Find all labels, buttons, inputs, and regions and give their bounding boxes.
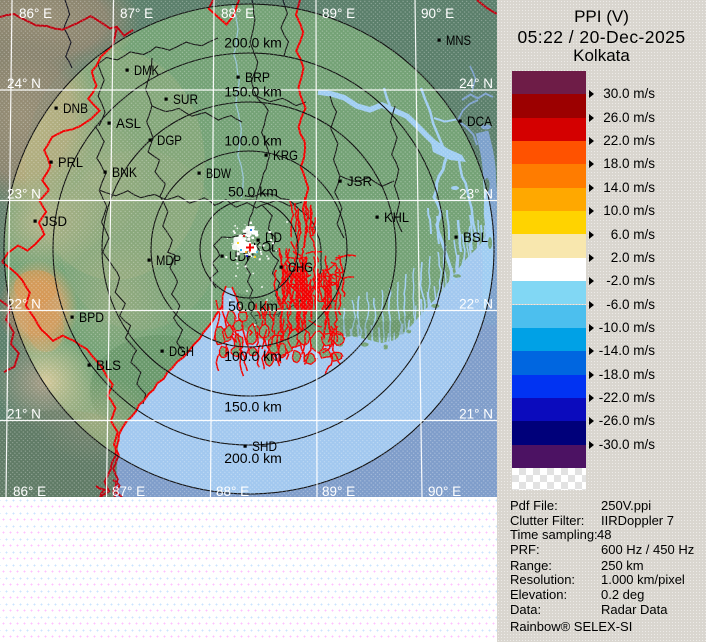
svg-text:DNB: DNB (63, 100, 88, 116)
svg-text:BRP: BRP (245, 69, 270, 85)
svg-text:ASL: ASL (116, 115, 141, 131)
svg-text:86° E: 86° E (13, 484, 46, 497)
svg-text:JSR: JSR (347, 173, 372, 189)
svg-text:23° N: 23° N (459, 187, 493, 202)
svg-text:50.0 km: 50.0 km (228, 298, 278, 314)
svg-text:DGP: DGP (157, 132, 182, 148)
svg-text:200.0 km: 200.0 km (224, 450, 282, 466)
svg-text:21° N: 21° N (459, 407, 493, 422)
svg-text:BDW: BDW (206, 165, 232, 181)
svg-text:87° E: 87° E (112, 484, 145, 497)
svg-text:DMK: DMK (134, 62, 160, 78)
svg-text:JSD: JSD (42, 213, 67, 229)
svg-text:BPD: BPD (79, 309, 104, 325)
svg-text:DGH: DGH (169, 343, 194, 359)
svg-text:DCA: DCA (467, 113, 493, 129)
svg-text:22° N: 22° N (7, 297, 41, 312)
svg-text:SUR: SUR (173, 91, 198, 107)
svg-text:150.0 km: 150.0 km (224, 399, 282, 415)
svg-text:MNS: MNS (446, 32, 471, 48)
svg-text:89° E: 89° E (322, 484, 355, 497)
svg-text:MDP: MDP (156, 252, 181, 268)
svg-text:88° E: 88° E (216, 484, 249, 497)
svg-text:100.0 km: 100.0 km (224, 133, 282, 149)
svg-text:87° E: 87° E (120, 6, 153, 21)
svg-text:KHL: KHL (384, 209, 409, 225)
svg-text:SHD: SHD (252, 438, 277, 454)
svg-text:100.0 km: 100.0 km (224, 348, 282, 364)
svg-text:90° E: 90° E (428, 484, 461, 497)
svg-text:21° N: 21° N (7, 407, 41, 422)
svg-text:CHG: CHG (288, 259, 313, 275)
svg-text:50.0 km: 50.0 km (228, 184, 278, 200)
svg-text:24° N: 24° N (459, 76, 493, 91)
svg-text:24° N: 24° N (7, 76, 41, 91)
svg-text:PRL: PRL (58, 154, 83, 170)
svg-text:89° E: 89° E (322, 6, 355, 21)
svg-text:BNK: BNK (112, 164, 138, 180)
svg-text:150.0 km: 150.0 km (224, 84, 282, 100)
svg-text:BLS: BLS (96, 357, 121, 373)
svg-text:88° E: 88° E (221, 6, 254, 21)
svg-text:BSL: BSL (463, 229, 488, 245)
svg-text:23° N: 23° N (7, 187, 41, 202)
svg-text:KOL: KOL (253, 239, 278, 255)
svg-text:90° E: 90° E (421, 6, 454, 21)
svg-text:86° E: 86° E (19, 6, 52, 21)
svg-text:22° N: 22° N (459, 297, 493, 312)
svg-text:KRG: KRG (273, 147, 298, 163)
svg-text:200.0 km: 200.0 km (224, 35, 282, 51)
